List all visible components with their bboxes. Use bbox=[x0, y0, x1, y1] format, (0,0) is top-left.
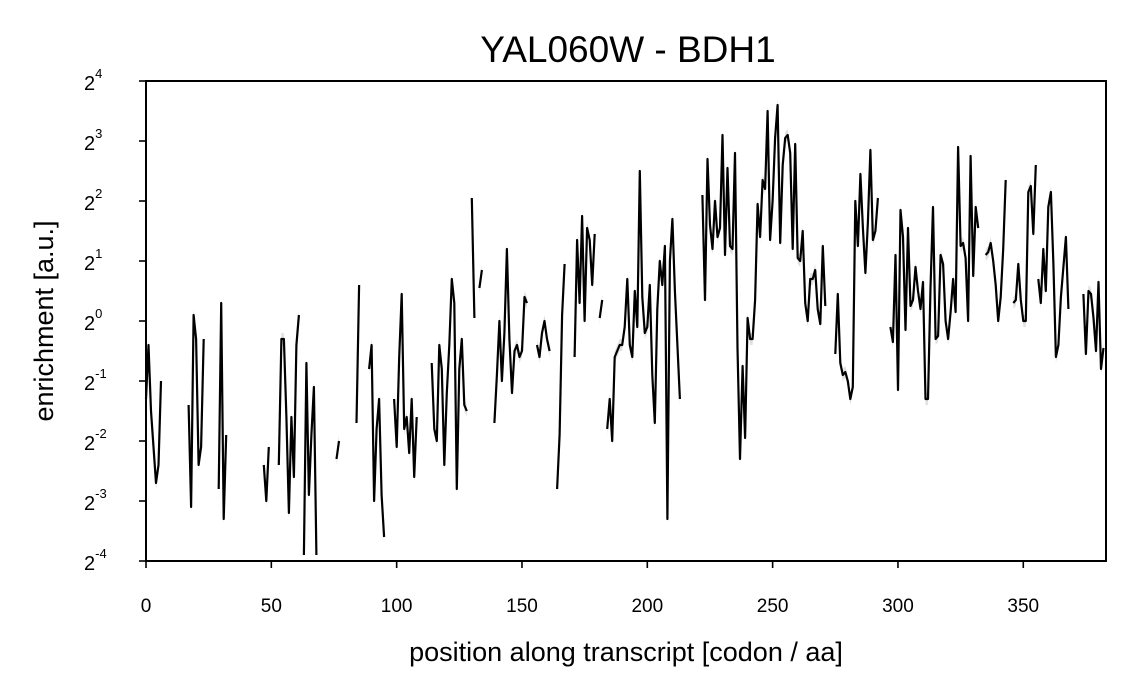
line-segment-3 bbox=[262, 446, 270, 503]
band-segment-10 bbox=[431, 273, 467, 495]
band-segment-23 bbox=[1013, 159, 1036, 327]
line-segment-13 bbox=[493, 247, 529, 424]
y-tick-label: 2-1 bbox=[84, 366, 107, 395]
x-tick-label: 250 bbox=[757, 596, 789, 617]
y-tick-label: 2-3 bbox=[84, 486, 107, 515]
x-tick-label: 50 bbox=[261, 596, 282, 617]
line-segment-17 bbox=[598, 299, 604, 319]
line-segment-6 bbox=[335, 440, 341, 460]
line-segment-18 bbox=[606, 169, 681, 521]
line-segment-7 bbox=[355, 284, 361, 424]
x-axis-ticks: 0 50 100 150 200 250 300 350 bbox=[141, 561, 1039, 617]
line-segment-14 bbox=[535, 319, 551, 359]
y-tick-label: 20 bbox=[84, 306, 102, 335]
y-tick-label: 21 bbox=[84, 246, 102, 275]
line-segment-25 bbox=[1082, 280, 1105, 371]
line-segment-15 bbox=[556, 263, 566, 490]
line-segment-4 bbox=[277, 314, 300, 515]
x-tick-label: 150 bbox=[506, 596, 538, 617]
line-segment-19 bbox=[701, 103, 827, 461]
line-segment-23 bbox=[1012, 164, 1037, 323]
y-tick-label: 23 bbox=[84, 126, 102, 155]
line-segment-12 bbox=[478, 269, 483, 289]
band-segment-19 bbox=[702, 99, 826, 465]
x-axis-label: position along transcript [codon / aa] bbox=[409, 637, 843, 667]
line-segment-5 bbox=[302, 361, 318, 556]
y-tick-label: 22 bbox=[84, 186, 102, 215]
y-tick-label: 2-2 bbox=[84, 426, 107, 455]
line-segment-11 bbox=[470, 197, 476, 319]
line-segment-10 bbox=[430, 277, 468, 491]
line-segment-22 bbox=[984, 179, 1007, 323]
y-axis-ticks: 2-4 2-3 2-2 2-1 20 21 22 23 24 bbox=[84, 66, 146, 575]
y-axis-label: enrichment [a.u.] bbox=[29, 220, 59, 421]
x-tick-label: 300 bbox=[882, 596, 914, 617]
line-segment-21 bbox=[889, 145, 980, 401]
line-segment-2 bbox=[217, 301, 228, 521]
line-segment-0 bbox=[144, 343, 163, 485]
chart-title: YAL060W - BDH1 bbox=[480, 29, 775, 70]
x-tick-label: 0 bbox=[141, 596, 152, 617]
line-segment-1 bbox=[187, 313, 205, 509]
x-tick-label: 100 bbox=[381, 596, 413, 617]
enrichment-line bbox=[144, 103, 1105, 556]
y-tick-label: 2-4 bbox=[84, 546, 107, 575]
x-tick-label: 200 bbox=[631, 596, 663, 617]
line-segment-20 bbox=[834, 148, 879, 401]
y-tick-label: 24 bbox=[84, 66, 102, 95]
line-segment-9 bbox=[393, 292, 418, 479]
line-segment-8 bbox=[368, 343, 386, 538]
line-segment-24 bbox=[1037, 190, 1070, 359]
line-segment-16 bbox=[573, 214, 596, 358]
x-tick-label: 350 bbox=[1007, 596, 1039, 617]
